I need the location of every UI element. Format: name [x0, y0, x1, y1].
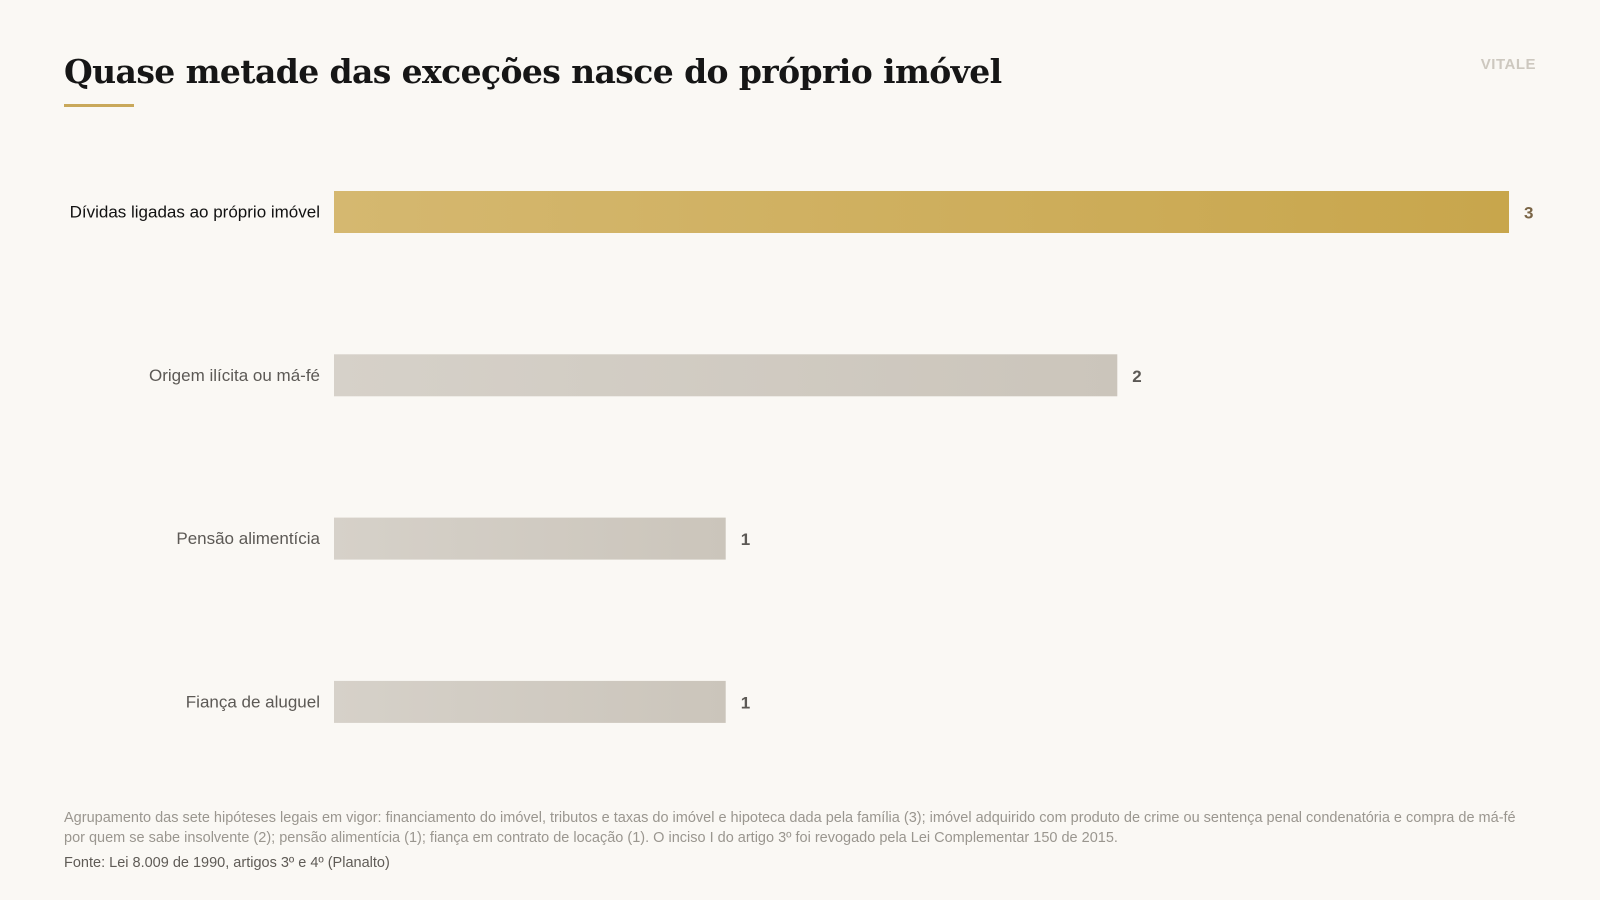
brand-logo: VITALE — [1480, 56, 1536, 73]
chart-note: Agrupamento das sete hipóteses legais em… — [64, 810, 1516, 846]
bar — [334, 354, 1118, 397]
chart-title: Quase metade das exceções nasce do própr… — [64, 52, 1002, 91]
title-underline — [64, 104, 134, 107]
value-label: 1 — [741, 693, 750, 712]
bar-chart: Dívidas ligadas ao próprio imóvel 3 Origem… — [70, 191, 1533, 723]
bar — [334, 680, 726, 723]
value-label: 3 — [1524, 204, 1533, 223]
value-label: 2 — [1132, 367, 1141, 386]
value-label: 1 — [741, 530, 750, 549]
category-label: Fiança de aluguel — [186, 692, 320, 711]
bar — [334, 191, 1509, 233]
bars-group: Dívidas ligadas ao próprio imóvel 3 Origem… — [70, 191, 1533, 723]
category-label: Pensão alimentícia — [176, 529, 320, 548]
source-citation: Fonte: Lei 8.009 de 1990, artigos 3º e 4… — [64, 855, 390, 871]
category-label: Origem ilícita ou má-fé — [149, 366, 320, 385]
bar — [334, 517, 726, 560]
category-label: Dívidas ligadas ao próprio imóvel — [70, 203, 320, 222]
